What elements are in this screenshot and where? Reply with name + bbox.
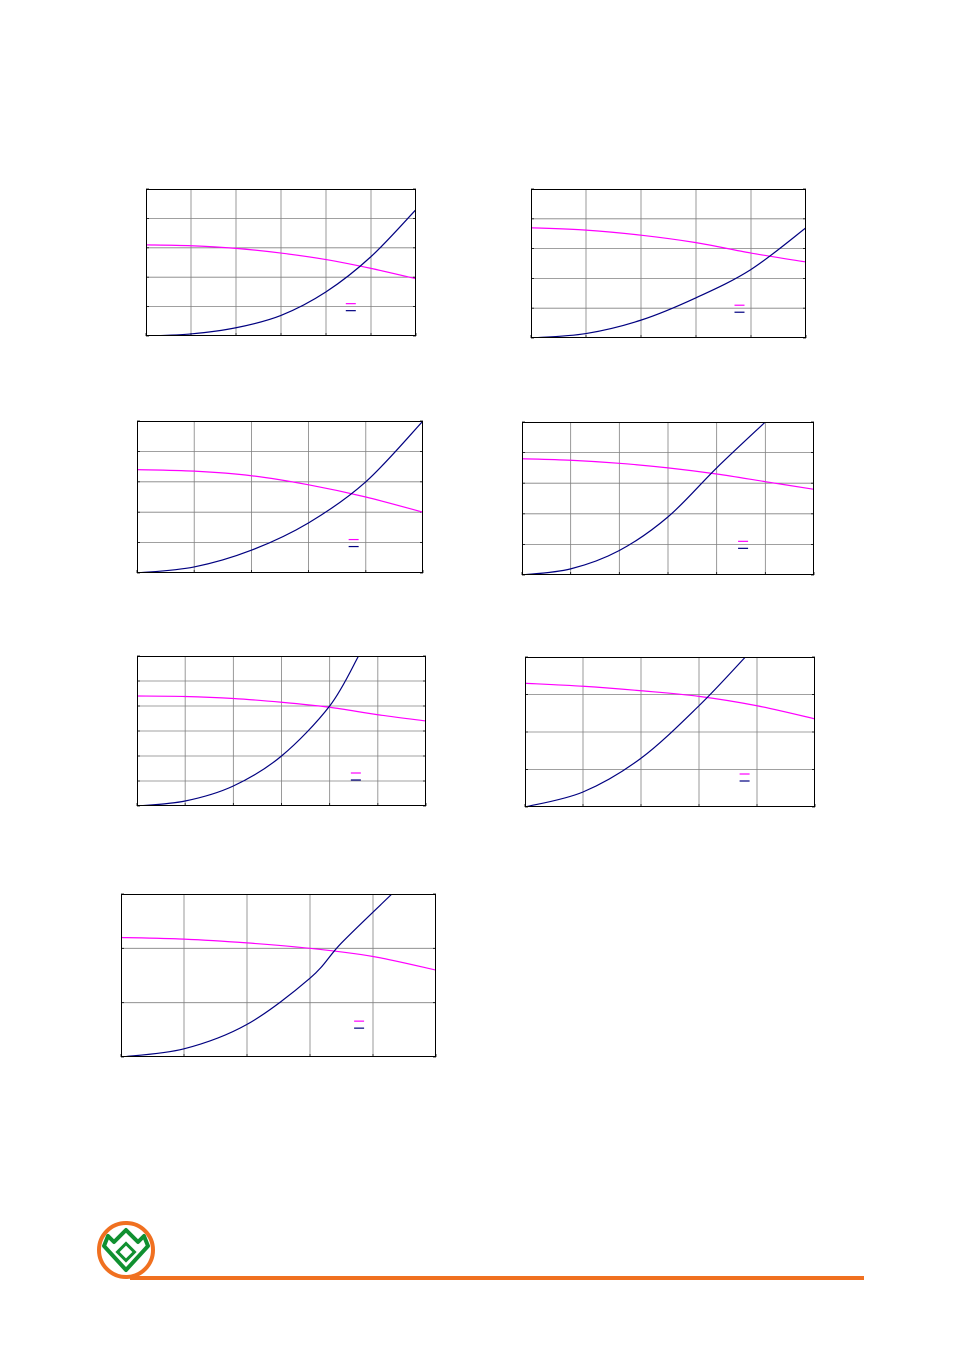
plot-frame	[531, 189, 806, 338]
plot-frame	[522, 422, 814, 575]
series-line-1	[531, 227, 806, 263]
series-line-1	[522, 458, 814, 490]
chart-5	[136, 655, 427, 807]
series-line-1	[137, 469, 423, 513]
chart-svg	[136, 655, 427, 807]
chart-svg	[120, 893, 437, 1058]
chart-4	[521, 421, 815, 576]
plot-frame	[121, 894, 436, 1057]
chart-svg	[524, 656, 816, 808]
chart-svg	[145, 188, 417, 337]
plot-frame	[137, 421, 423, 573]
series-line-2	[531, 227, 806, 338]
series-line-1	[121, 936, 436, 971]
series-line-2	[121, 894, 393, 1057]
chart-3	[136, 420, 424, 574]
brand-logo-icon	[97, 1221, 155, 1279]
chart-1	[145, 188, 417, 337]
series-line-2	[137, 421, 423, 573]
series-line-2	[146, 209, 416, 336]
plot-frame	[146, 189, 416, 336]
chart-svg	[521, 421, 815, 576]
chart-7	[120, 893, 437, 1058]
chart-svg	[530, 188, 807, 339]
series-line-1	[137, 695, 426, 722]
footer-divider	[130, 1276, 864, 1280]
plot-frame	[137, 656, 426, 806]
chart-6	[524, 656, 816, 808]
chart-2	[530, 188, 807, 339]
chart-svg	[136, 420, 424, 574]
series-line-2	[137, 656, 360, 806]
plot-frame	[525, 657, 815, 807]
series-line-2	[525, 657, 746, 807]
series-line-1	[525, 682, 815, 720]
series-line-2	[522, 422, 766, 575]
series-line-1	[146, 244, 416, 280]
